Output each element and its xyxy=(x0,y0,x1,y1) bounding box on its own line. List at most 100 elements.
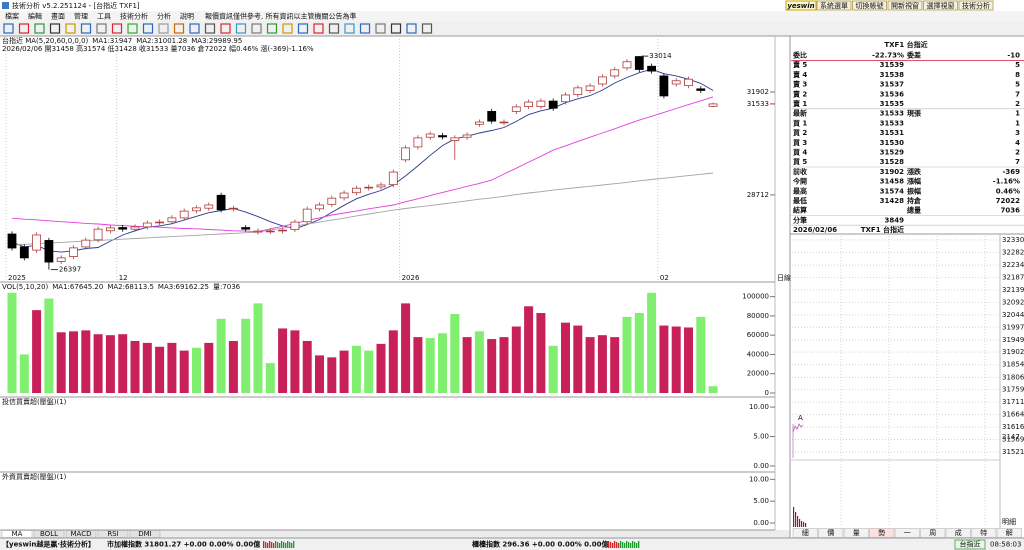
toolbar-icon[interactable] xyxy=(18,23,30,34)
tick-tab-label[interactable]: 勢 xyxy=(878,528,885,537)
toolbar-icon[interactable] xyxy=(65,23,76,34)
toolbar-icon[interactable] xyxy=(220,23,231,34)
tick-tab[interactable] xyxy=(843,528,869,538)
tick-tab-label[interactable]: 細 xyxy=(802,528,809,537)
indicator-tab[interactable] xyxy=(33,530,65,538)
toolbar-icon[interactable] xyxy=(406,23,417,34)
title-button-label[interactable]: 技術分析 xyxy=(962,1,990,10)
toolbar-icon[interactable] xyxy=(96,23,107,34)
toolbar-icon[interactable] xyxy=(313,23,324,34)
toolbar-icon[interactable] xyxy=(49,23,61,34)
tick-axis-label: 31759 xyxy=(1002,386,1024,394)
toolbar-icon[interactable] xyxy=(235,23,247,34)
indicator-tab-label[interactable]: DMI xyxy=(138,530,152,538)
legend-entry: MA1:31947 xyxy=(92,37,132,45)
title-button[interactable] xyxy=(923,0,958,11)
quote-label: 賣 5 xyxy=(792,60,807,69)
volume-bar xyxy=(290,330,300,393)
tick-tab[interactable] xyxy=(945,528,971,538)
indicator-tab-label[interactable]: MA xyxy=(12,530,23,538)
y-tick-label: 0.00 xyxy=(753,462,769,470)
tick-axis-label: 31569 xyxy=(1002,435,1024,443)
title-bar xyxy=(0,0,1024,11)
menu-item[interactable]: 管理 xyxy=(74,12,88,21)
menu-item[interactable]: 說明 xyxy=(180,12,194,21)
volume-bar xyxy=(81,330,91,393)
toolbar-icon[interactable] xyxy=(127,23,138,34)
toolbar-icon[interactable] xyxy=(390,23,402,34)
menu-item[interactable]: 檔案 xyxy=(5,12,19,21)
toolbar-icon[interactable] xyxy=(3,23,14,34)
tick-tab-label[interactable]: 一 xyxy=(904,529,911,537)
quote-label: 賣 3 xyxy=(792,80,807,89)
title-button-label[interactable]: 開新視窗 xyxy=(891,1,919,10)
candle-body xyxy=(118,227,128,230)
tick-tab[interactable] xyxy=(792,528,818,538)
toolbar-icon[interactable] xyxy=(173,23,185,34)
toolbar-icon[interactable] xyxy=(142,23,154,34)
price-info: 2026/02/06 開31458 高31574 低31428 收31533 量… xyxy=(2,44,314,53)
title-button[interactable] xyxy=(958,0,994,11)
toolbar-icon[interactable] xyxy=(297,23,309,34)
panel-title: VOL(5,10,20) xyxy=(2,283,49,291)
tick-tab[interactable] xyxy=(996,528,1022,538)
tick-tab[interactable] xyxy=(818,528,844,538)
tick-tab-label[interactable]: 解 xyxy=(1006,528,1013,537)
menu-item[interactable]: 編輯 xyxy=(28,12,42,21)
menu-item[interactable]: 工具 xyxy=(97,13,111,21)
volume-bar xyxy=(401,303,411,393)
toolbar-icon[interactable] xyxy=(266,23,278,34)
status-meter xyxy=(269,541,271,548)
volume-bar xyxy=(278,328,288,393)
indicator-tab[interactable] xyxy=(129,530,161,538)
title-button[interactable] xyxy=(852,0,887,11)
toolbar-icon[interactable] xyxy=(111,23,123,34)
indicator-tab[interactable] xyxy=(65,530,97,538)
status-meter xyxy=(293,541,295,548)
volume-bar xyxy=(425,338,435,393)
toolbar-icon[interactable] xyxy=(359,23,371,34)
tick-tab-label[interactable]: 量 xyxy=(853,529,860,537)
indicator-tab-label[interactable]: MACD xyxy=(71,530,92,538)
menu-item[interactable]: 技術分析 xyxy=(120,12,148,21)
toolbar-icon[interactable] xyxy=(34,23,45,34)
quote-value: 2 xyxy=(1015,149,1020,157)
toolbar-icon[interactable] xyxy=(189,23,200,34)
indicator-tab[interactable] xyxy=(97,530,129,538)
status-meter xyxy=(271,542,273,548)
tick-tab-label[interactable]: 價 xyxy=(827,528,834,537)
toolbar-icon[interactable] xyxy=(251,23,262,34)
toolbar-icon[interactable] xyxy=(282,23,293,34)
toolbar-icon[interactable] xyxy=(204,23,216,34)
quote-label: 現張 xyxy=(907,109,922,118)
indicator-tab-label[interactable]: RSI xyxy=(107,530,118,538)
candle-body xyxy=(364,186,374,189)
title-button-label[interactable]: 選擇視窗 xyxy=(927,1,955,10)
menu-item[interactable]: 畫面 xyxy=(51,12,65,21)
toolbar-icon[interactable] xyxy=(344,23,355,34)
tick-tab-label[interactable]: 周 xyxy=(929,529,936,537)
tick-tab[interactable] xyxy=(869,528,895,538)
indicator-tab[interactable] xyxy=(1,530,33,538)
toolbar-icon[interactable] xyxy=(80,23,92,34)
tick-tab-label[interactable]: 成 xyxy=(955,528,962,537)
title-button[interactable] xyxy=(887,0,923,11)
title-button-label[interactable]: 系統選單 xyxy=(820,1,848,10)
tick-tab[interactable] xyxy=(971,528,997,538)
toolbar-icon[interactable] xyxy=(421,23,433,34)
menu-item[interactable]: 分析 xyxy=(157,12,171,21)
quote-label: 委比 xyxy=(792,51,807,60)
volume-bar xyxy=(659,325,669,393)
title-button-label[interactable]: 切換帳號 xyxy=(856,1,884,10)
candle-body xyxy=(462,134,472,138)
toolbar-icon[interactable] xyxy=(328,23,340,34)
tick-tab-label[interactable]: 特 xyxy=(980,528,987,537)
tick-tab[interactable] xyxy=(920,528,946,538)
toolbar-icon[interactable] xyxy=(158,23,169,34)
title-button[interactable] xyxy=(816,0,852,11)
indicator-tab-label[interactable]: BOLL xyxy=(40,530,58,538)
tick-tab[interactable] xyxy=(894,528,920,538)
quote-label: 振幅 xyxy=(907,186,921,195)
tick-volume-label: 2147 xyxy=(1002,433,1020,441)
toolbar-icon[interactable] xyxy=(375,23,386,34)
